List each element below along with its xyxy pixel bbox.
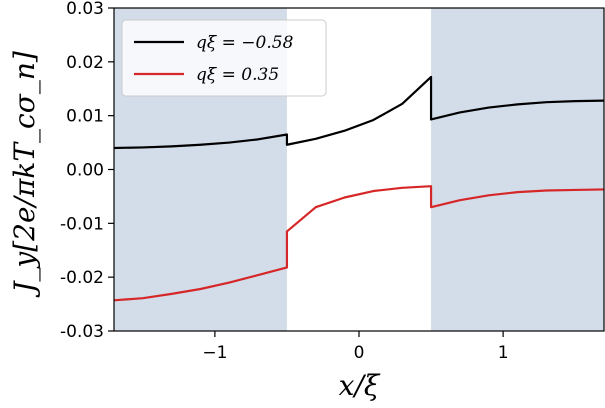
- legend-label-black: qξ = −0.58: [196, 33, 294, 53]
- legend: qξ = −0.58 qξ = 0.35: [121, 19, 327, 97]
- shaded-region-1: [431, 8, 604, 331]
- x-tick-label: 1: [498, 343, 509, 363]
- y-tick-label: -0.01: [60, 214, 104, 234]
- x-axis-label: x/ξ: [339, 369, 381, 402]
- y-tick-label: 0.00: [66, 161, 104, 181]
- y-axis-label: J_y[2e/πkT_cσ_n]: [8, 51, 41, 298]
- y-tick-label: 0.01: [66, 107, 104, 127]
- y-tick-label: -0.03: [60, 322, 104, 342]
- series-line-1: [113, 185, 605, 302]
- plot-frame: [113, 7, 605, 332]
- y-tick-label: -0.02: [60, 268, 104, 288]
- legend-label-red: qξ = 0.35: [196, 65, 279, 85]
- x-tick-label: −1: [202, 343, 227, 363]
- y-tick-label: 0.02: [66, 53, 104, 73]
- ticks: −1 0 1 0.03 0.02 0.01 0.00 -0.01 -0.02 -0.03: [60, 0, 509, 363]
- x-tick-label: 0: [354, 343, 365, 363]
- series-lines: [113, 75, 605, 302]
- series-line-0: [113, 75, 605, 150]
- legend-box: [121, 19, 327, 97]
- y-tick-label: 0.03: [66, 0, 104, 19]
